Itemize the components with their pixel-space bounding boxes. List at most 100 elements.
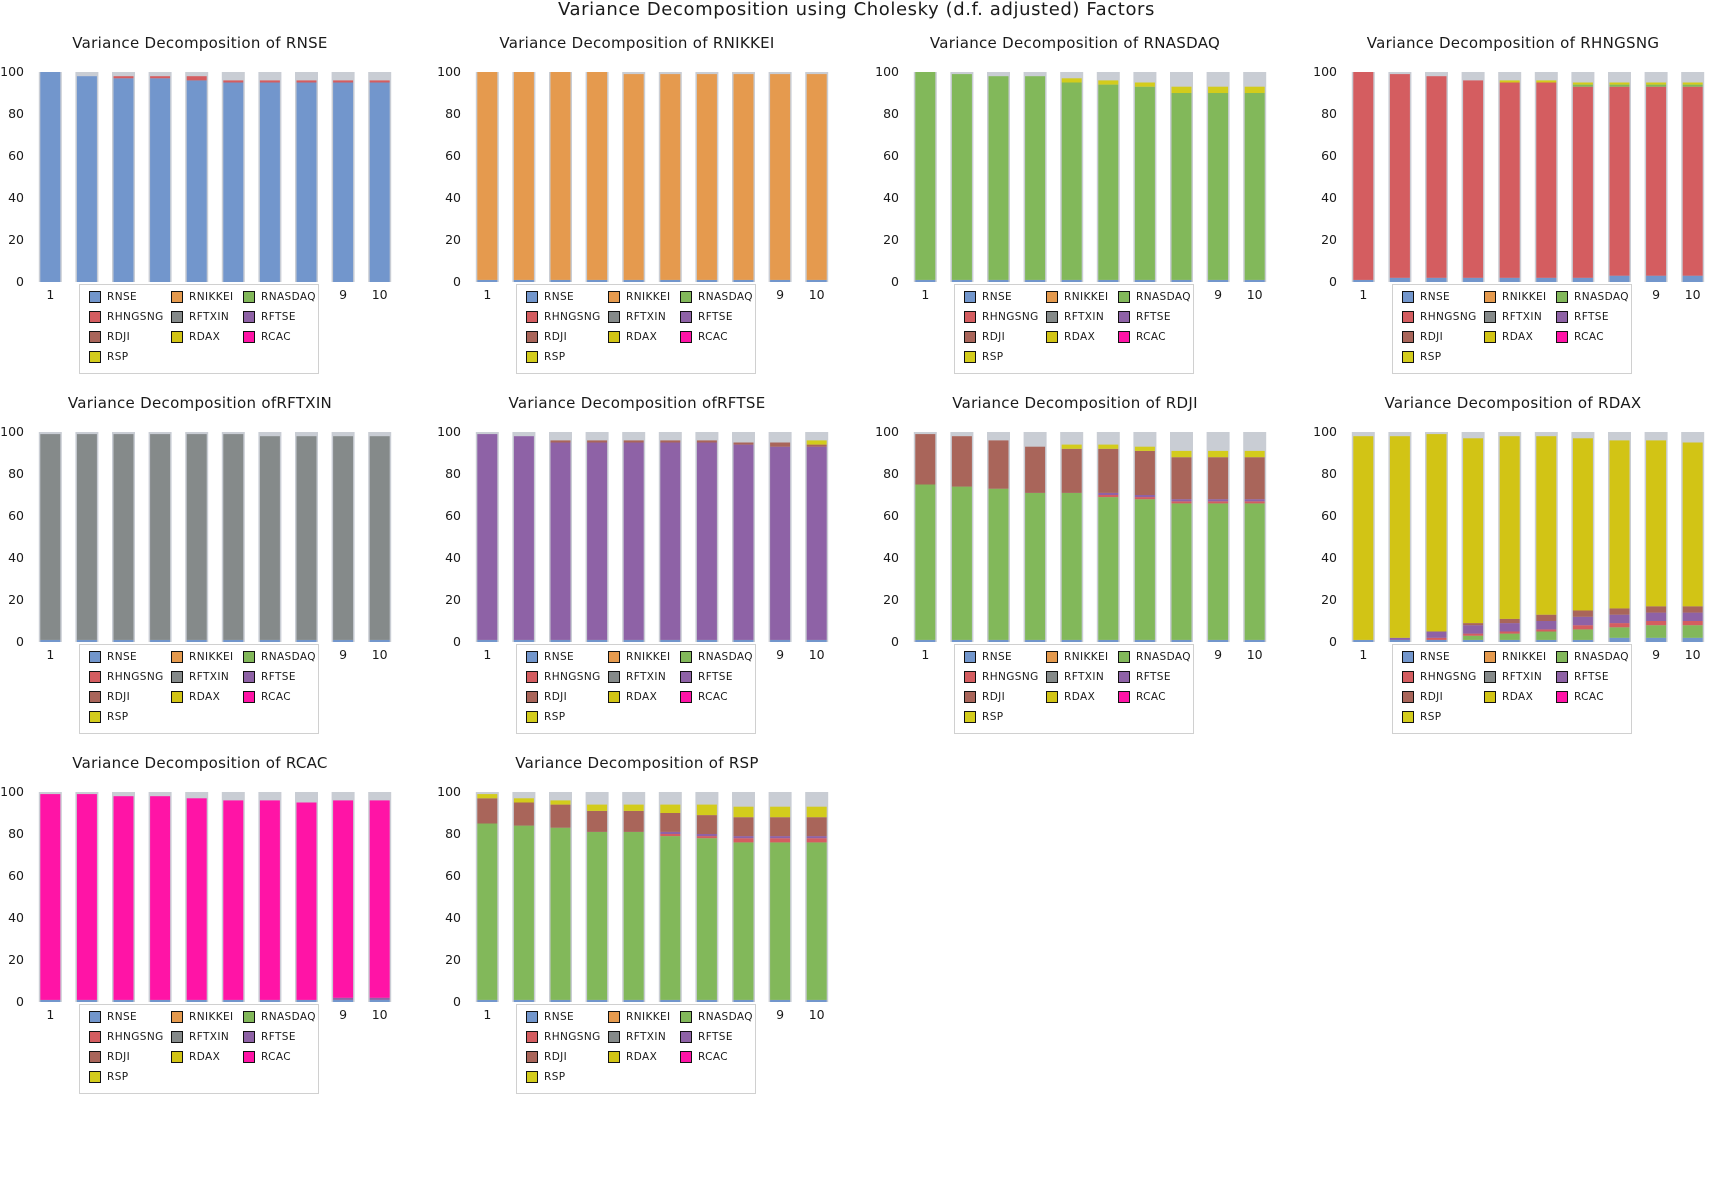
bar-segment-rnse	[1572, 277, 1593, 282]
bar-segment-rnse	[113, 639, 134, 642]
stacked-bar-chart: 02040608010012345678910	[437, 64, 829, 302]
bar-segment-rnse	[1609, 637, 1630, 642]
bar-segment-rsp	[550, 800, 571, 805]
bar-segment-rhngsng	[1536, 629, 1557, 632]
legend-swatch	[526, 691, 538, 703]
legend-item-rftxin: RFTXIN	[608, 669, 666, 685]
legend-swatch	[1484, 331, 1496, 343]
bar-segment-rnse	[550, 999, 571, 1002]
legend-label: RHNGSNG	[544, 671, 601, 683]
x-tick-label: 10	[1685, 647, 1701, 662]
legend-item-rnse: RNSE	[526, 289, 574, 305]
bar-segment-rdji	[1025, 446, 1046, 493]
legend-swatch	[1046, 651, 1058, 663]
bar-segment-rhngsng	[223, 80, 244, 83]
legend-label: RNSE	[1420, 651, 1451, 663]
bar-segment-rhngsng	[1536, 82, 1557, 278]
bar-segment-rnasdaq	[1499, 633, 1520, 640]
legend-label: RFTXIN	[626, 311, 667, 323]
legend-item-rdji: RDJI	[1402, 329, 1443, 345]
bar-segment-rnse	[696, 999, 717, 1002]
legend-item-rhngsng: RHNGSNG	[89, 669, 164, 685]
bar-segment-rsp	[623, 804, 644, 811]
legend-label: RDAX	[626, 331, 658, 343]
legend-label: RCAC	[261, 331, 292, 343]
bar-segment-rnse	[1244, 279, 1265, 282]
bar-segment-rsp	[1244, 450, 1265, 458]
legend-label: RNSE	[544, 291, 575, 303]
bar-segment-rnse	[259, 999, 280, 1002]
bar-segment-rnasdaq	[770, 842, 791, 1000]
bar-segment-rftxin	[40, 434, 61, 640]
bar-segment-rsp	[587, 804, 608, 811]
legend-swatch	[608, 291, 620, 303]
bar-segment-rftse	[733, 836, 754, 839]
y-tick-label: 0	[16, 274, 24, 289]
legend-swatch	[1118, 311, 1130, 323]
bar-segment-rnse	[733, 639, 754, 642]
bar-segment-rdji	[1536, 614, 1557, 621]
bar-segment-rftse	[1572, 616, 1593, 626]
legend-label: RFTXIN	[189, 1031, 230, 1043]
legend-label: RFTSE	[1136, 671, 1171, 683]
chart-legend: RNSE RNIKKEI RNASDAQ RHNGSNG RFTXIN RFTSE RDJI…	[79, 1004, 319, 1094]
bar-segment-rdji	[951, 436, 972, 487]
stacked-bar-chart: 02040608010012345678910	[1313, 424, 1705, 662]
legend-swatch	[243, 311, 255, 323]
legend-item-rcac: RCAC	[1118, 689, 1166, 705]
legend-swatch	[1556, 331, 1568, 343]
bar-segment-rnasdaq	[806, 842, 827, 1000]
bar-segment-rnasdaq	[1646, 625, 1667, 638]
bar-segment-rnse	[1171, 279, 1192, 282]
bar-segment-rnse	[186, 80, 207, 283]
legend-swatch	[526, 711, 538, 723]
chart-panel: Variance Decomposition of RNASDAQ 0 20 40 60…	[875, 34, 1275, 394]
bar-segment-rnse	[1098, 639, 1119, 642]
bar-segment-rftxin	[186, 434, 207, 640]
bar-segment-rnse	[150, 639, 171, 642]
bar-segment-rdax	[1389, 436, 1410, 638]
legend-swatch	[1402, 671, 1414, 683]
bar-segment-rsp	[1061, 78, 1082, 83]
legend-swatch	[1118, 651, 1130, 663]
legend-label: RNIKKEI	[1502, 651, 1547, 663]
legend-label: RDAX	[1064, 331, 1096, 343]
bar-segment-rnse	[296, 639, 317, 642]
bar-segment-rnse	[223, 82, 244, 282]
bar-segment-rdji	[1463, 623, 1484, 626]
bar-segment-rftse	[1098, 492, 1119, 495]
x-tick-label: 9	[339, 1007, 347, 1022]
bar-segment-rnasdaq	[1244, 503, 1265, 640]
legend-label: RHNGSNG	[982, 671, 1039, 683]
bar-segment-rhngsng	[186, 76, 207, 81]
bar-segment-rhngsng	[1171, 501, 1192, 504]
legend-item-rftse: RFTSE	[1118, 669, 1171, 685]
legend-swatch	[1556, 671, 1568, 683]
x-tick-label: 9	[1652, 647, 1660, 662]
legend-label: RNIKKEI	[1502, 291, 1547, 303]
bar-segment-rnasdaq	[1244, 93, 1265, 280]
y-tick-label: 80	[1321, 106, 1337, 121]
bar-segment-rsp	[1572, 82, 1593, 85]
chart-title: Variance Decomposition of RCAC	[72, 754, 328, 772]
y-tick-label: 100	[437, 424, 461, 439]
legend-item-rdax: RDAX	[1484, 329, 1533, 345]
bar-segment-rftse	[1609, 614, 1630, 624]
legend-item-rdax: RDAX	[608, 689, 657, 705]
bar-segment-rnse	[1208, 639, 1229, 642]
legend-swatch	[1118, 331, 1130, 343]
bar-segment-rnikkei	[513, 72, 534, 280]
bar-segment-rnse	[259, 639, 280, 642]
legend-swatch	[964, 651, 976, 663]
bar-segment-rftse	[587, 442, 608, 640]
x-tick-label: 10	[372, 647, 388, 662]
legend-item-rnikkei: RNIKKEI	[608, 649, 671, 665]
legend-item-rftxin: RFTXIN	[171, 1029, 229, 1045]
x-tick-label: 9	[1214, 287, 1222, 302]
legend-item-rftse: RFTSE	[680, 309, 733, 325]
bar-segment-rsp	[477, 794, 498, 799]
legend-label: RDAX	[189, 691, 221, 703]
chart-legend: RNSE RNIKKEI RNASDAQ RHNGSNG RFTXIN RFTSE RDJI…	[1392, 284, 1632, 374]
bar-segment-rnasdaq	[1098, 497, 1119, 640]
bar-segment-rnasdaq	[1609, 84, 1630, 87]
